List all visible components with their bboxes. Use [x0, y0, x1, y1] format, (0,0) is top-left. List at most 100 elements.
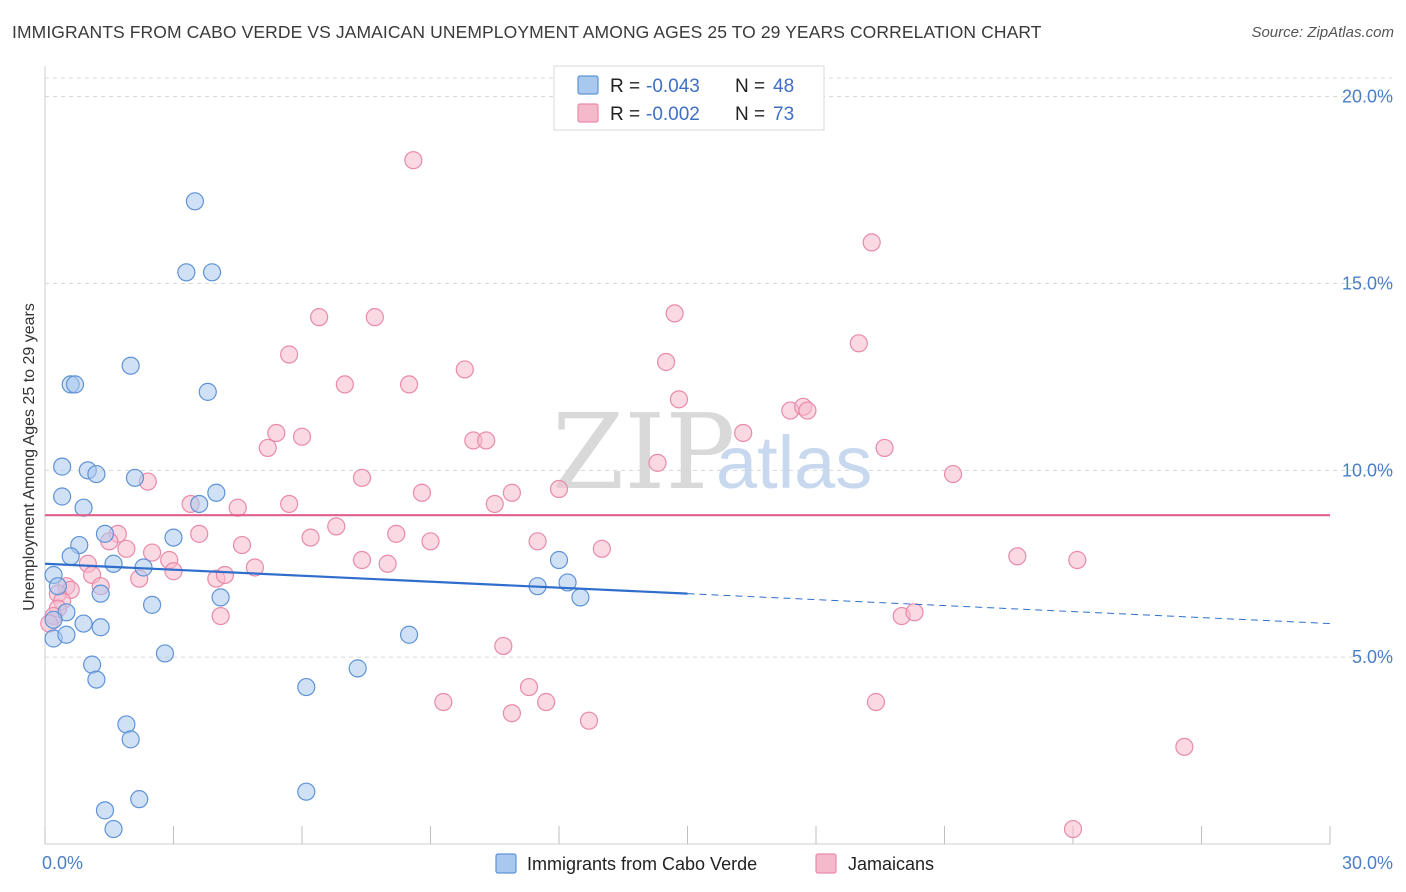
data-point-cabo-verde: [95, 801, 115, 820]
data-point-jamaicans: [267, 423, 286, 443]
data-point-jamaicans: [862, 233, 881, 252]
data-point-jamaicans: [232, 535, 252, 555]
data-point-jamaicans: [164, 562, 183, 581]
data-point-jamaicans: [669, 390, 689, 409]
data-point-cabo-verde: [83, 655, 102, 674]
data-point-cabo-verde: [142, 595, 162, 614]
data-point-jamaicans: [502, 704, 521, 723]
data-point-cabo-verde: [297, 782, 316, 801]
data-point-cabo-verde: [91, 618, 110, 637]
data-point-cabo-verde: [558, 573, 577, 592]
data-point-jamaicans: [335, 375, 354, 394]
data-point-cabo-verde: [297, 677, 316, 697]
tick-labels: 5.0% 10.0% 15.0% 20.0% 0.0% 30.0%: [42, 87, 1393, 873]
legend-n-label-blue: N =: [735, 76, 765, 97]
data-point-jamaicans: [502, 483, 521, 502]
data-point-jamaicans: [494, 636, 513, 656]
x-tick-label: 0.0%: [42, 853, 83, 873]
data-point-jamaicans: [798, 401, 817, 420]
data-point-jamaicans: [905, 603, 924, 622]
legend-n-value-pink: 73: [773, 104, 794, 125]
data-point-cabo-verde: [549, 550, 569, 570]
data-point-cabo-verde: [190, 494, 209, 514]
data-point-jamaicans: [648, 453, 667, 472]
data-point-jamaicans: [1063, 819, 1083, 839]
data-point-jamaicans: [280, 494, 299, 514]
data-point-jamaicans: [352, 468, 372, 487]
data-point-cabo-verde: [399, 625, 419, 644]
data-point-jamaicans: [434, 692, 453, 712]
chart-title: IMMIGRANTS FROM CABO VERDE VS JAMAICAN U…: [12, 22, 1042, 42]
data-point-jamaicans: [734, 423, 753, 443]
y-tick-label: 20.0%: [1342, 87, 1393, 107]
correlation-legend: R = -0.043 N = 48 R = -0.002 N = 73: [553, 65, 825, 131]
trend-line-cabo-verde: [44, 562, 688, 595]
data-point-jamaicans: [849, 334, 868, 353]
data-point-cabo-verde: [121, 730, 140, 749]
data-point-jamaicans: [528, 532, 547, 551]
source-credit: Source: ZipAtlas.com: [1251, 24, 1394, 41]
data-point-cabo-verde: [53, 487, 72, 506]
data-point-jamaicans: [387, 524, 406, 543]
data-point-jamaicans: [327, 517, 346, 536]
trend-line-cabo-verde-extrapolated: [687, 593, 1331, 625]
data-point-jamaicans: [399, 375, 419, 394]
data-point-cabo-verde: [117, 715, 136, 734]
data-point-cabo-verde: [348, 659, 367, 678]
data-point-jamaicans: [1008, 547, 1027, 566]
data-point-cabo-verde: [87, 464, 106, 484]
data-point-jamaicans: [190, 524, 209, 543]
data-point-cabo-verde: [53, 457, 72, 476]
data-point-cabo-verde: [130, 790, 149, 809]
data-point-jamaicans: [421, 532, 440, 551]
data-point-cabo-verde: [48, 577, 67, 596]
data-point-jamaicans: [1175, 737, 1194, 756]
legend-r-label-blue: R =: [610, 76, 640, 97]
data-point-cabo-verde: [155, 644, 175, 663]
bottom-legend-label-pink: Jamaicans: [848, 854, 934, 874]
data-point-cabo-verde: [74, 614, 93, 633]
data-point-cabo-verde: [125, 468, 145, 487]
data-point-cabo-verde: [207, 483, 226, 502]
data-point-cabo-verde: [198, 382, 217, 401]
data-point-jamaicans: [404, 151, 423, 170]
data-point-jamaicans: [665, 304, 684, 323]
data-point-jamaicans: [365, 308, 384, 327]
data-point-cabo-verde: [61, 547, 80, 566]
data-point-jamaicans: [228, 498, 247, 517]
data-point-jamaicans: [592, 539, 611, 558]
data-point-cabo-verde: [177, 263, 196, 282]
watermark: ZIP atlas: [552, 391, 872, 513]
data-point-jamaicans: [477, 431, 496, 450]
data-point-cabo-verde: [65, 375, 85, 394]
data-point-jamaicans: [875, 438, 894, 458]
data-point-jamaicans: [117, 539, 136, 558]
data-point-cabo-verde: [104, 819, 123, 839]
data-point-jamaicans: [943, 464, 963, 484]
x-tick-label: 30.0%: [1342, 853, 1393, 873]
data-point-jamaicans: [352, 550, 372, 570]
y-tick-label: 15.0%: [1342, 274, 1393, 294]
data-point-jamaicans: [292, 427, 312, 446]
legend-box: [553, 65, 825, 131]
legend-swatch-blue: [577, 75, 599, 95]
data-point-cabo-verde: [185, 192, 205, 211]
bottom-legend-label-blue: Immigrants from Cabo Verde: [527, 854, 757, 874]
legend-n-value-blue: 48: [773, 76, 794, 97]
data-point-cabo-verde: [211, 588, 230, 607]
data-point-cabo-verde: [95, 524, 115, 543]
legend-swatch-pink: [577, 103, 599, 123]
data-point-cabo-verde: [74, 498, 93, 517]
data-point-jamaicans: [258, 438, 277, 458]
data-point-cabo-verde: [202, 263, 222, 282]
series-cabo-verde: [44, 192, 590, 839]
y-tick-label: 5.0%: [1352, 647, 1393, 667]
bottom-legend-swatch-blue: [495, 853, 517, 874]
data-point-jamaicans: [211, 606, 230, 626]
data-point-jamaicans: [245, 558, 264, 577]
bottom-legend-swatch-pink: [815, 853, 837, 874]
data-point-jamaicans: [549, 479, 569, 499]
data-point-cabo-verde: [44, 610, 63, 629]
legend-r-value-blue: -0.043: [646, 76, 700, 97]
